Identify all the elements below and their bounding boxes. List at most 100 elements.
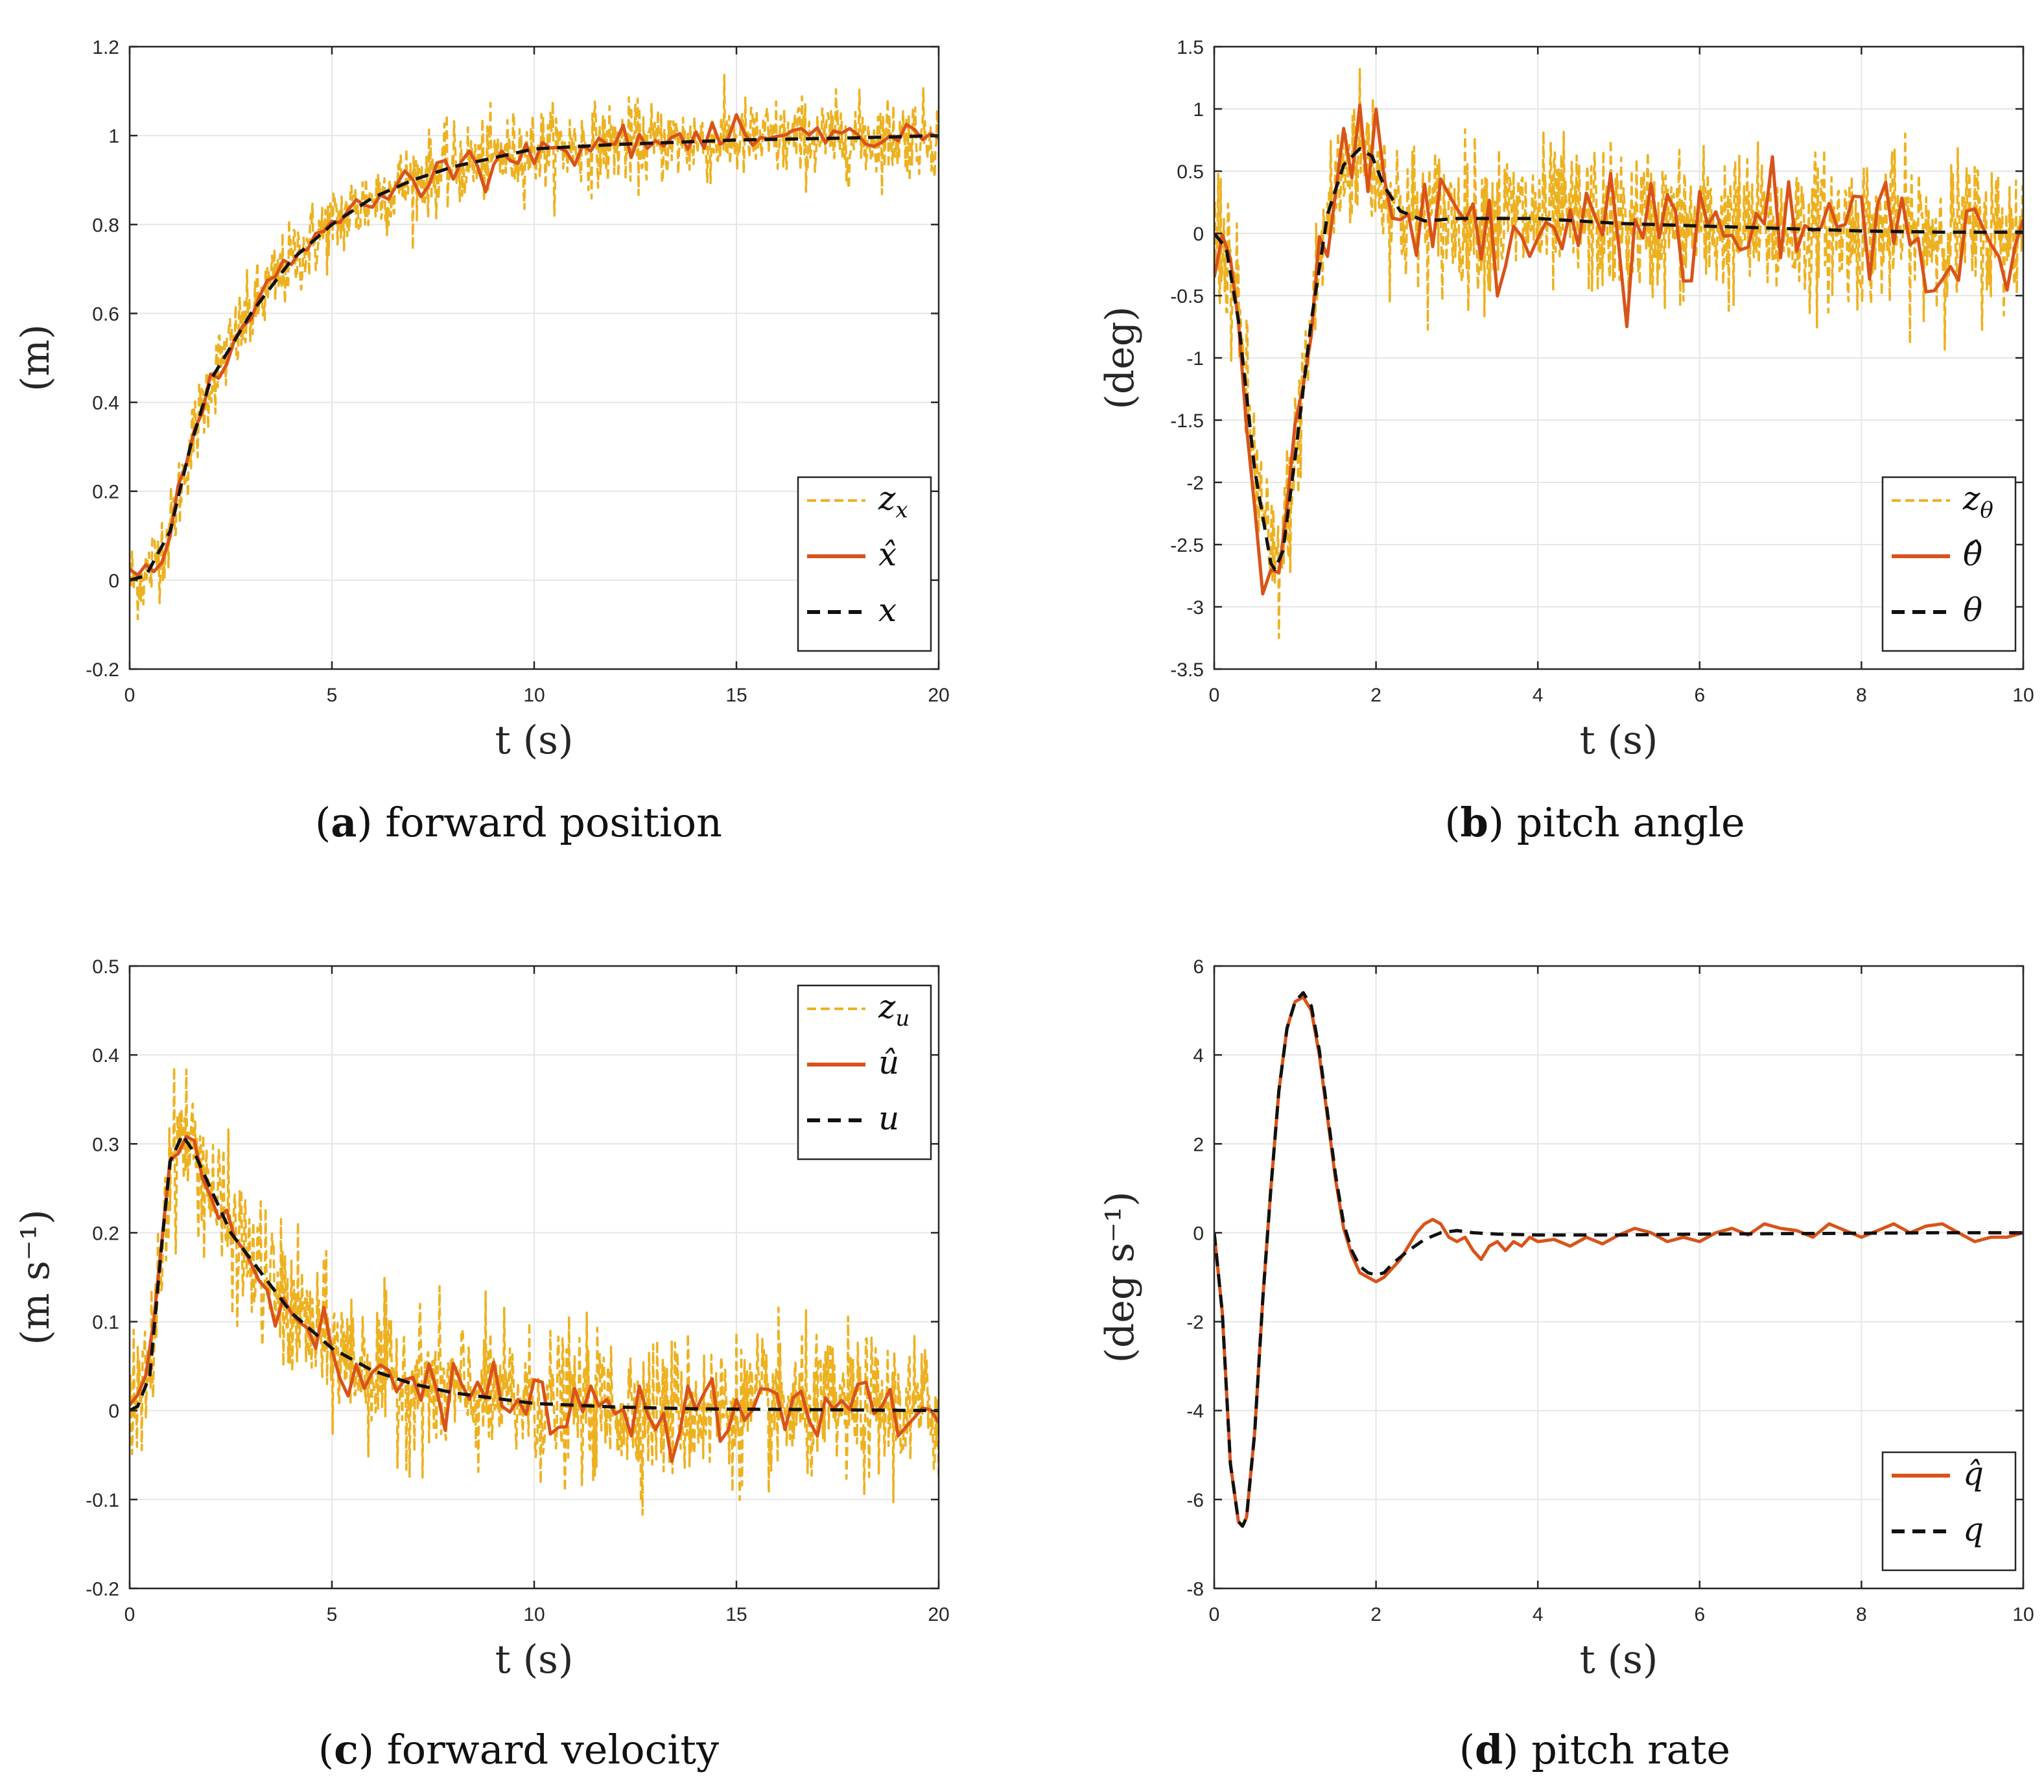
y-tick-label: -0.2 [86,659,119,681]
y-tick-label: 1 [108,126,119,147]
y-tick-label: -1 [1186,348,1204,370]
y-tick-label: 6 [1193,956,1204,978]
legend-label: zθ [1962,480,1993,523]
legend-label: û [878,1044,899,1081]
tick-group: 0 2 4 6 8 10 -8 -6 -4 -2 0 2 4 6 [1186,956,2034,1625]
chart-panel-c: 0 5 10 15 20 -0.2 -0.1 0 0.1 0.2 0.3 0.4 0.5 t (s) (m … [13,956,950,1773]
legend-box [797,984,932,1161]
legend-label-main: z [878,480,896,517]
x-tick-label: 10 [2012,1604,2034,1625]
y-tick-label: 0.2 [92,482,119,503]
x-tick-label: 0 [124,1604,135,1625]
y-axis-label: (m s⁻¹) [13,1209,58,1345]
y-tick-label: 0.5 [1177,161,1204,183]
series-line-measured [1214,67,2023,639]
y-tick-label: 4 [1193,1045,1204,1067]
caption-letter: c [334,1726,358,1773]
y-tick-label: 0.2 [92,1223,119,1244]
y-tick-label: 0.1 [92,1312,119,1334]
y-tick-label: 0.4 [92,1045,119,1067]
tick-group: 0 5 10 15 20-0.200.20.40.60.811.2 [86,37,949,706]
x-tick-label: 0 [124,685,135,706]
chart-panel-a: 0 5 10 15 20-0.200.20.40.60.811.2t (s)(m)(a)… [13,37,950,846]
legend-box [797,476,932,652]
x-tick-label: 10 [523,685,545,706]
legend-label: θ [1963,591,1982,629]
y-tick-label: 0 [1193,1223,1204,1244]
y-tick-label: 2 [1193,1134,1204,1155]
x-tick-label: 8 [1856,1604,1867,1625]
legend-box [1881,476,2017,652]
y-tick-label: 1.5 [1177,37,1204,58]
legend: q̂ q [1881,1451,2017,1572]
caption-letter: b [1461,799,1488,846]
legend-label: x [878,591,897,629]
caption-text: ) forward velocity [358,1726,719,1773]
chart-panel-b: 0 2 4 6 8 10 -3.5 -3 -2.5 -2 -1.5 -1 -0.5 0 0.5 1 1.5 t (… [1098,37,2034,846]
legend-label: x̂ [878,536,897,573]
caption-text: ) pitch rate [1503,1726,1730,1773]
x-tick-label: 6 [1694,1604,1705,1625]
panel-caption: (d) pitch rate [1459,1726,1730,1773]
y-tick-label: -0.1 [86,1490,119,1511]
legend-box [1881,1451,2017,1572]
x-axis-label: t (s) [1580,1637,1658,1682]
series-line-estimated [130,1135,939,1463]
y-tick-label: 0.3 [92,1134,119,1155]
y-axis-label: (deg s⁻¹) [1098,1192,1143,1363]
x-tick-label: 2 [1370,685,1381,706]
legend-label-subscript: u [895,1006,910,1032]
y-tick-label: -2 [1186,1312,1204,1334]
y-tick-label: 1 [1193,99,1204,121]
series-line-true [130,134,939,582]
y-tick-label: 0 [108,1401,119,1422]
x-tick-label: 10 [523,1604,545,1625]
series-line-estimated [1214,995,2023,1528]
x-tick-label: 15 [725,1604,747,1625]
legend-label: u [878,1100,899,1137]
caption-text: ) forward position [357,799,722,846]
x-tick-label: 5 [327,1604,338,1625]
x-tick-label: 15 [725,685,747,706]
legend-label: θ̂ [1963,536,1982,573]
y-tick-label: 0.5 [92,956,119,978]
x-tick-label: 20 [928,1604,949,1625]
y-tick-label: -0.5 [1170,286,1204,307]
panel-caption: (a) forward position [315,799,722,846]
series-line-estimated [1214,103,2023,596]
legend: zθθ̂θ [1881,476,2017,652]
x-tick-label: 8 [1856,685,1867,706]
x-axis-label: t (s) [1580,718,1658,763]
series-line-measured [130,1066,939,1516]
legend-label-main: z [1962,480,1980,517]
chart-panel-d: 0 2 4 6 8 10 -8 -6 -4 -2 0 2 4 6 t (s) (deg s⁻¹) (d) pit… [1098,956,2034,1773]
caption-text: ) pitch angle [1488,799,1745,846]
x-tick-label: 4 [1533,1604,1544,1625]
x-tick-label: 0 [1209,685,1220,706]
caption-paren: ( [318,1726,334,1773]
y-tick-label: -3.5 [1170,659,1204,681]
caption-paren: ( [1459,1726,1475,1773]
legend-label-subscript: θ [1980,497,1993,523]
x-axis-label: t (s) [495,718,574,763]
y-tick-label: -4 [1186,1401,1204,1422]
series-group [1214,991,2023,1528]
legend-label: q̂ [1963,1455,1984,1492]
y-tick-label: -3 [1186,597,1204,619]
legend-label-main: z [878,988,896,1026]
series-line-true [130,1133,939,1413]
y-tick-label: 0.4 [92,393,119,414]
y-tick-label: -0.2 [86,1579,119,1600]
y-tick-label: -8 [1186,1579,1204,1600]
caption-letter: d [1475,1726,1503,1773]
x-tick-label: 2 [1370,1604,1381,1625]
tick-group: 0 5 10 15 20 -0.2 -0.1 0 0.1 0.2 0.3 0.4 0.5 [86,956,949,1625]
legend-label: zu [878,988,910,1032]
series-group [130,1066,939,1516]
caption-paren: ( [315,799,331,846]
x-tick-label: 6 [1694,685,1705,706]
caption-letter: a [331,799,357,846]
y-axis-label: (deg) [1098,306,1143,409]
tick-group: 0 2 4 6 8 10 -3.5 -3 -2.5 -2 -1.5 -1 -0.5 0 0.5 1 1.5 [1170,37,2034,706]
